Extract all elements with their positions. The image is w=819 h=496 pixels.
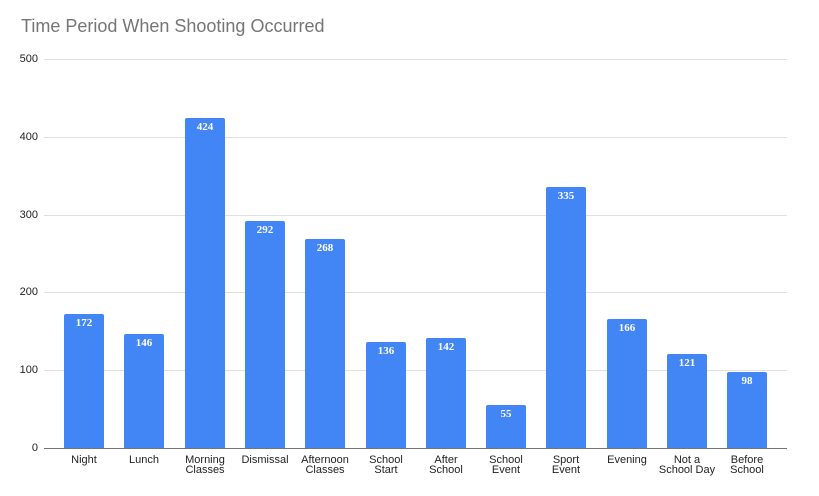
gridline [44,370,787,371]
bar-value-label: 268 [316,242,334,254]
x-tick-label: Not a School Day [658,454,716,476]
x-tick-label: School Start [369,454,403,476]
bar-value-label: 166 [618,322,636,334]
y-tick-label: 100 [19,364,38,376]
x-tick-label: Morning Classes [185,454,225,476]
bar-value-label: 98 [741,375,753,387]
bar[interactable]: 424 [185,118,225,448]
gridline [44,292,787,293]
x-tick-label: Before School [730,454,764,476]
x-tick-label: Sport Event [551,454,581,476]
x-tick-label: Night [71,454,97,466]
bar-value-label: 136 [377,345,395,357]
chart-title: Time Period When Shooting Occurred [21,16,325,36]
bar[interactable]: 121 [667,354,707,448]
x-tick-label: Dismissal [241,454,289,466]
y-tick-label: 300 [19,209,38,221]
bar[interactable]: 142 [426,338,466,448]
bar-value-label: 121 [678,357,696,369]
x-tick-label: Afternoon Classes [301,454,349,476]
y-tick-label: 0 [31,442,38,454]
gridline [44,59,787,60]
bar-value-label: 424 [196,121,214,133]
bar[interactable]: 166 [607,319,647,448]
bar-value-label: 142 [437,341,455,353]
gridline [44,215,787,216]
bar[interactable]: 172 [64,314,104,448]
bar-value-label: 172 [75,317,93,329]
bar-value-label: 292 [256,224,274,236]
bar-value-label: 335 [557,190,575,202]
bar[interactable]: 136 [366,342,406,448]
y-tick-label: 400 [19,131,38,143]
bar-value-label: 55 [500,408,512,420]
x-tick-label: Evening [607,454,647,466]
x-axis-line [44,448,787,449]
bar[interactable]: 292 [245,221,285,448]
bar[interactable]: 98 [727,372,767,448]
x-tick-label: School Event [489,454,523,476]
bar[interactable]: 146 [124,334,164,448]
gridline [44,137,787,138]
bar[interactable]: 55 [486,405,526,448]
x-tick-label: After School [429,454,463,476]
y-tick-label: 200 [19,286,38,298]
x-tick-label: Lunch [129,454,159,466]
bar[interactable]: 335 [546,187,586,448]
bar-value-label: 146 [135,337,153,349]
y-tick-label: 500 [19,53,38,65]
bar[interactable]: 268 [305,239,345,448]
